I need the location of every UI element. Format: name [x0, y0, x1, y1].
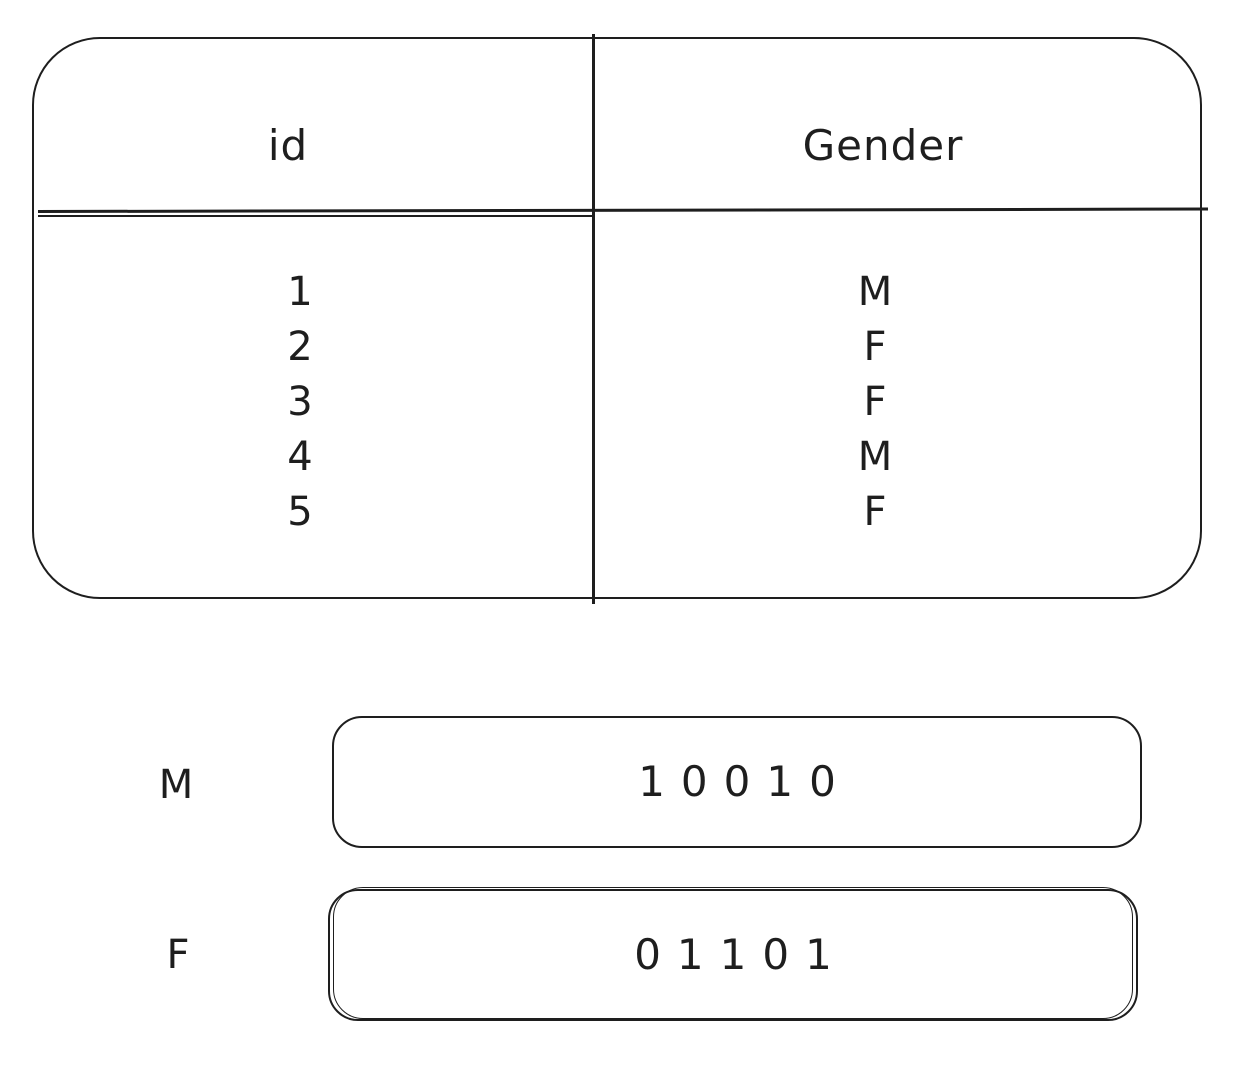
id-column-values: 1 2 3 4 5 [240, 265, 360, 540]
table-outline [32, 37, 1202, 599]
id-cell: 4 [287, 434, 313, 480]
id-cell: 5 [287, 489, 313, 535]
column-header-gender: Gender [802, 121, 964, 170]
gender-cell: F [863, 489, 887, 535]
id-cell: 2 [287, 324, 313, 370]
bitmap-box-f: 01101 [328, 887, 1138, 1021]
gender-cell: M [857, 269, 893, 315]
gender-column-values: M F F M F [815, 265, 935, 540]
column-header-id: id [267, 121, 309, 170]
gender-cell: F [863, 324, 887, 370]
column-divider [592, 34, 595, 604]
gender-cell: M [857, 434, 893, 480]
bitmap-bits-m: 10010 [638, 757, 852, 806]
bitmap-label-m: M [158, 762, 194, 808]
bitmap-box-m: 10010 [332, 716, 1142, 848]
bitmap-bits-f: 01101 [634, 930, 848, 979]
id-cell: 3 [287, 379, 313, 425]
gender-cell: F [863, 379, 887, 425]
id-cell: 1 [287, 269, 313, 315]
bitmap-label-f: F [166, 932, 190, 978]
header-rule-double [38, 215, 594, 217]
